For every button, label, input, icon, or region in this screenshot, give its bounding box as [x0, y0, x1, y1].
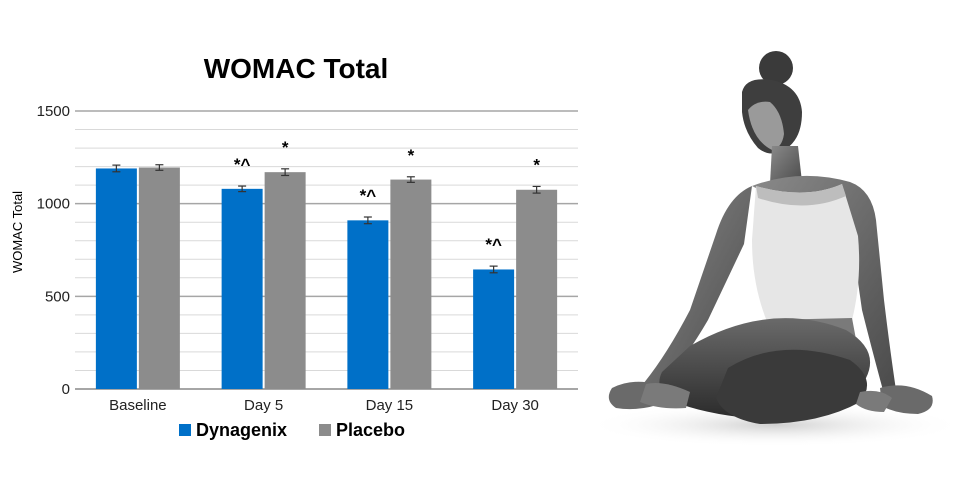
x-tick-label: Day 5 — [244, 397, 283, 414]
legend-label: Placebo — [336, 420, 405, 440]
y-axis-label: WOMAC Total — [10, 191, 25, 273]
y-tick-labels: 0 500 1000 1500 — [37, 103, 70, 398]
yoga-pose-photo — [585, 51, 958, 447]
significance-marker: * — [282, 138, 289, 157]
significance-marker: *^ — [360, 186, 377, 205]
x-tick-label: Day 15 — [366, 397, 414, 414]
y-tick-label: 1000 — [37, 196, 70, 213]
significance-marker: *^ — [485, 235, 502, 254]
significance-marker: * — [408, 146, 415, 165]
x-tick-label: Baseline — [109, 397, 167, 414]
chart-title: WOMAC Total — [204, 53, 389, 84]
y-tick-label: 500 — [45, 288, 70, 305]
y-tick-label: 0 — [62, 381, 70, 398]
bar-placebo-day-5 — [264, 172, 306, 389]
bar-dynagenix-baseline — [95, 168, 137, 389]
x-tick-label: Day 30 — [491, 397, 539, 414]
bar-placebo-baseline — [138, 167, 180, 389]
legend: Dynagenix Placebo — [179, 420, 405, 440]
significance-marker: * — [533, 155, 540, 174]
legend-swatch — [319, 424, 331, 436]
bar-series: *^ * *^ * *^ * — [95, 138, 558, 389]
bar-placebo-day-15 — [390, 179, 432, 389]
legend-swatch — [179, 424, 191, 436]
bar-dynagenix-day-15 — [347, 220, 389, 389]
bar-dynagenix-day-5 — [221, 188, 263, 389]
significance-marker: *^ — [234, 155, 251, 174]
bar-dynagenix-day-30 — [473, 269, 515, 389]
bar-placebo-day-30 — [516, 189, 558, 389]
x-tick-labels: Baseline Day 5 Day 15 Day 30 — [109, 397, 539, 414]
y-tick-label: 1500 — [37, 103, 70, 120]
legend-label: Dynagenix — [196, 420, 287, 440]
